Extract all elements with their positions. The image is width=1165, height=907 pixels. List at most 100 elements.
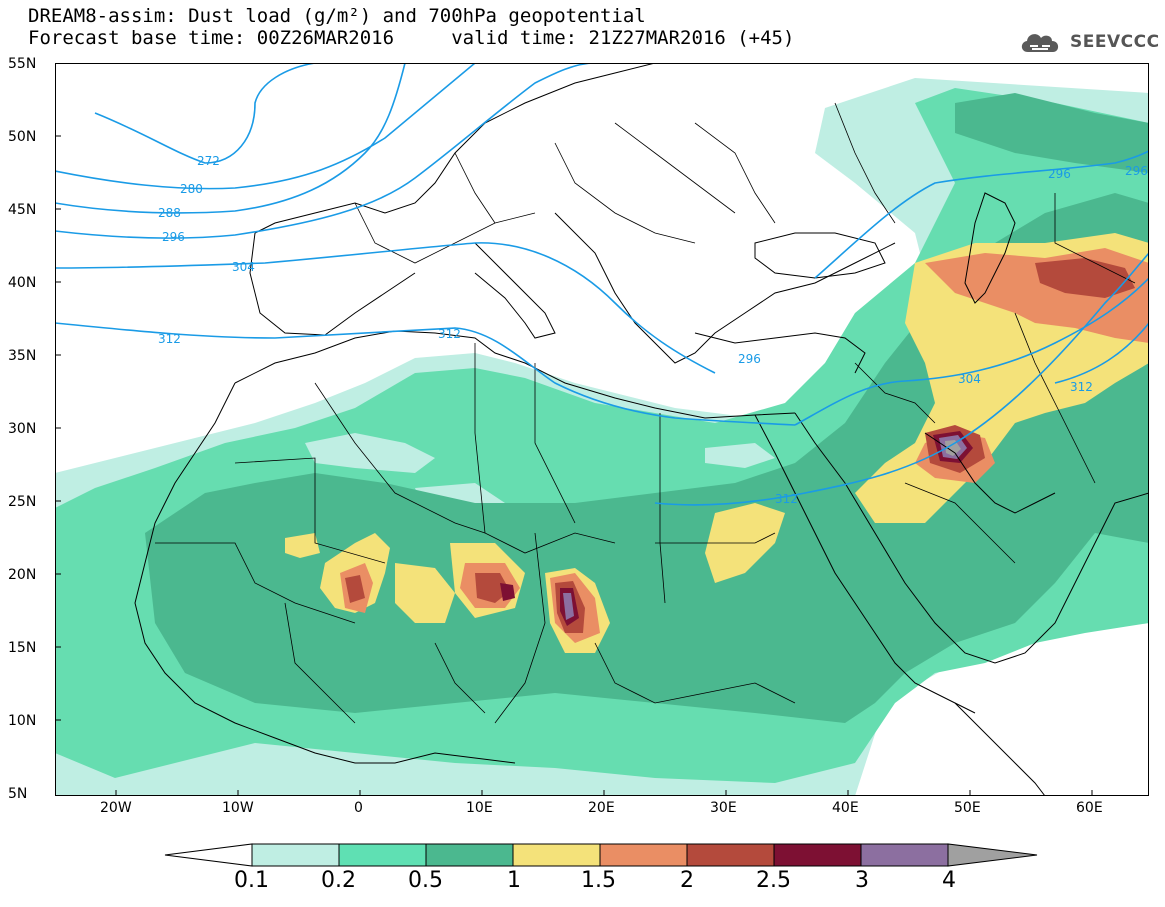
contour-labels: 272 280 288 296 304 312 312 296 304 312 … [158,154,1148,506]
coastline-italy [474,242,556,339]
border [454,152,496,224]
border [904,482,1016,564]
contour-304-west [55,242,716,374]
lon-label-10w: 10W [222,800,254,816]
contour-label: 296 [738,352,761,366]
contour-label: 288 [158,206,181,220]
lat-label-20n: 20N [8,567,37,583]
coastline-west-africa [134,382,516,764]
lat-label-45n: 45N [8,202,37,218]
colorbar-swatch [338,843,427,867]
contour-label: 312 [775,492,798,506]
border [474,343,616,554]
colorbar-swatch [425,843,514,867]
border [554,142,696,244]
logo-text: SEEVCCC [1070,32,1160,52]
dust-region-2 [345,575,365,603]
border [314,382,486,534]
lon-label-60e: 60E [1076,800,1103,816]
colorbar-label: 0.5 [408,868,443,893]
border [694,122,776,224]
coastline-balkans-greece [554,212,896,364]
contour-312-west [55,322,796,426]
colorbar-low-arrow [164,843,253,867]
lat-label-5n: 5N [8,786,28,802]
dust-region-0-5 [955,93,1149,173]
border [854,362,936,424]
border [354,202,536,264]
contour-label: 312 [438,327,461,341]
geopotential-contours [55,63,1149,506]
contour-312-se [1054,322,1149,384]
lat-label-50n: 50N [8,129,37,145]
colorbar-swatch [686,843,775,867]
map-frame [55,63,1149,796]
border [434,642,486,714]
dust-region-1 [395,563,455,623]
contour-280 [55,63,476,190]
lon-label-10e: 10E [466,800,493,816]
map-ticks [55,135,1093,796]
colorbar-swatch [599,843,688,867]
border [1054,193,1136,284]
coastline-caspian [964,192,1016,304]
contour-312-east [654,252,1149,506]
coastline-black-sea [754,232,886,279]
dust-region-0-1-inner [705,443,775,468]
lon-label-50e: 50E [954,800,981,816]
contour-288 [55,63,406,214]
colorbar-swatch [860,843,949,867]
contour-label: 304 [958,372,981,386]
lon-label-20e: 20E [588,800,615,816]
lat-label-30n: 30N [8,421,37,437]
border [834,102,896,224]
lat-label-25n: 25N [8,494,37,510]
lat-label-55n: 55N [8,56,37,72]
colorbar-label: 1.5 [581,868,616,893]
dust-region-3 [563,593,574,620]
coastlines-layer [134,63,1149,796]
coastline-gulf [924,432,1056,514]
coastline-iberia [249,232,416,336]
dust-region-2 [475,573,510,603]
dust-region-2 [1035,258,1135,298]
dust-map: 272 280 288 296 304 312 312 296 304 312 … [55,63,1149,796]
lat-label-10n: 10N [8,713,37,729]
border [655,532,776,544]
border [534,363,576,524]
dust-region-0-1-inner [305,433,435,473]
coastline-horn-africa [954,702,1046,796]
dust-region-1 [285,533,320,558]
colorbar-swatch [773,843,862,867]
colorbar [160,842,1042,868]
contour-label: 296 [162,230,185,244]
colorbar-label: 3 [855,868,869,893]
colorbar-swatch [251,843,340,867]
colorbar-graphic [164,843,1038,867]
map-canvas: 272 280 288 296 304 312 312 296 304 312 … [55,63,1149,796]
coastline-europe [254,63,656,234]
contour-304-east [794,277,1149,426]
lat-label-35n: 35N [8,348,37,364]
border [284,602,356,724]
seevccc-logo: SEEVCCC [1018,28,1160,56]
contour-296-west [55,63,596,240]
contour-label: 296 [1048,167,1071,181]
colorbar-label: 2 [680,868,694,893]
coastline-arabia [794,412,1149,664]
colorbar-label: 0.2 [321,868,356,893]
contour-label: 280 [180,182,203,196]
contour-label: 312 [1070,380,1093,394]
border [594,642,796,704]
contour-label: 312 [158,332,181,346]
colorbar-label: 4 [942,868,956,893]
colorbar-label: 2.5 [756,868,791,893]
contour-label: 272 [197,154,220,168]
chart-title: DREAM8-assim: Dust load (g/m²) and 700hP… [28,5,646,27]
border [155,542,356,624]
dust-region-2-5 [500,583,515,601]
contour-296-east [814,150,1149,279]
coastline-turkey [694,332,866,374]
lat-label-15n: 15N [8,640,37,656]
lon-label-20w: 20W [100,800,132,816]
